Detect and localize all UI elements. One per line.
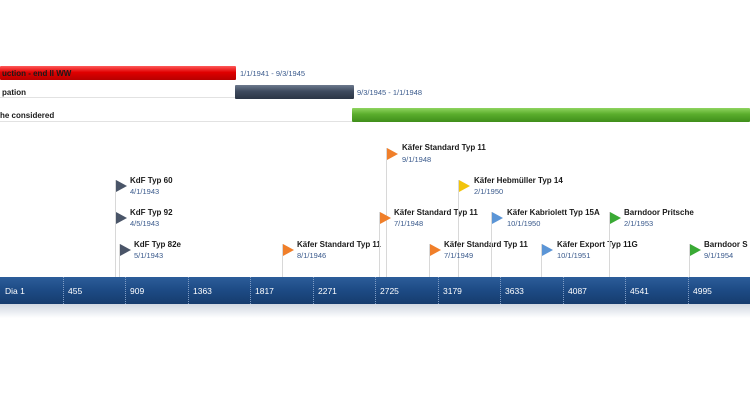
phase-dates-production: 1/1/1941 - 9/3/1945 — [240, 69, 306, 78]
flag-icon — [690, 244, 701, 256]
milestone-date: 8/1/1946 — [297, 251, 327, 260]
flag-icon — [430, 244, 441, 256]
axis-label: 2725 — [380, 286, 399, 296]
phase-guide-line — [0, 97, 235, 98]
milestone-date: 5/1/1943 — [134, 251, 164, 260]
axis-label: 4541 — [630, 286, 649, 296]
milestone-title: Käfer Standard Typ 11 — [444, 240, 528, 249]
milestone-stem — [379, 212, 380, 277]
milestone-date: 4/1/1943 — [130, 187, 160, 196]
milestone-date: 2/1/1953 — [624, 219, 654, 228]
milestone-stem — [609, 212, 610, 277]
milestone-date: 10/1/1950 — [507, 219, 541, 228]
milestone-date: 2/1/1950 — [474, 187, 504, 196]
axis-label: 3633 — [505, 286, 524, 296]
axis-label: 4995 — [693, 286, 712, 296]
axis-tick — [125, 277, 127, 304]
axis-label: 1817 — [255, 286, 274, 296]
milestone-title: Käfer Kabriolett Typ 15A — [507, 208, 600, 217]
milestone-title: KdF Typ 82e — [134, 240, 181, 249]
flag-icon — [380, 212, 391, 224]
milestone-title: Barndoor Pritsche — [624, 208, 694, 217]
axis-tick — [563, 277, 565, 304]
axis-label: 455 — [68, 286, 83, 296]
phase-bar-occupation[interactable] — [235, 85, 354, 99]
axis-tick — [188, 277, 190, 304]
axis-tick — [375, 277, 377, 304]
flag-icon — [283, 244, 294, 256]
phase-guide-line — [0, 121, 352, 122]
phase-bar-considered[interactable] — [352, 108, 750, 122]
milestone-title: Käfer Standard Typ 11 — [402, 143, 486, 152]
milestone-stem — [119, 244, 120, 277]
milestone-stem — [491, 212, 492, 277]
axis-tick — [313, 277, 315, 304]
flag-icon — [492, 212, 503, 224]
milestone-title: Barndoor S — [704, 240, 748, 249]
axis-shadow — [0, 304, 750, 318]
phase-label-production: uction - end II WW — [2, 69, 72, 78]
milestone-date: 9/1/1948 — [402, 155, 432, 164]
axis-tick — [250, 277, 252, 304]
axis-label: 2271 — [318, 286, 337, 296]
flag-icon — [120, 244, 131, 256]
axis-tick — [500, 277, 502, 304]
phase-bar-production[interactable] — [0, 66, 236, 80]
milestone-stem — [429, 244, 430, 277]
milestone-title: Käfer Hebmüller Typ 14 — [474, 176, 563, 185]
milestone-stem — [115, 212, 116, 277]
phase-label-considered: he considered — [0, 111, 55, 120]
milestone-stem — [541, 244, 542, 277]
flag-icon — [116, 212, 127, 224]
axis-tick — [688, 277, 690, 304]
axis-tick — [625, 277, 627, 304]
axis-label: Dia 1 — [5, 286, 25, 296]
milestone-date: 10/1/1951 — [557, 251, 591, 260]
flag-icon — [542, 244, 553, 256]
milestone-date: 7/1/1948 — [394, 219, 424, 228]
flag-icon — [387, 148, 398, 160]
flag-icon — [610, 212, 621, 224]
milestone-stem — [458, 180, 459, 277]
milestone-stem — [689, 244, 690, 277]
milestone-title: KdF Typ 60 — [130, 176, 173, 185]
axis-tick — [438, 277, 440, 304]
flag-icon — [459, 180, 470, 192]
phase-dates-occupation: 9/3/1945 - 1/1/1948 — [357, 88, 423, 97]
milestone-title: Käfer Export Typ 11G — [557, 240, 638, 249]
milestone-date: 7/1/1949 — [444, 251, 474, 260]
flag-icon — [116, 180, 127, 192]
milestone-title: KdF Typ 92 — [130, 208, 173, 217]
axis-label: 1363 — [193, 286, 212, 296]
axis-label: 909 — [130, 286, 145, 296]
milestone-stem — [282, 244, 283, 277]
milestone-title: Käfer Standard Typ 11 — [394, 208, 478, 217]
milestone-date: 4/5/1943 — [130, 219, 160, 228]
phase-label-occupation: pation — [2, 88, 26, 97]
axis-label: 3179 — [443, 286, 462, 296]
axis-tick — [63, 277, 65, 304]
milestone-title: Käfer Standard Typ 11 — [297, 240, 381, 249]
axis-label: 4087 — [568, 286, 587, 296]
milestone-date: 9/1/1954 — [704, 251, 734, 260]
